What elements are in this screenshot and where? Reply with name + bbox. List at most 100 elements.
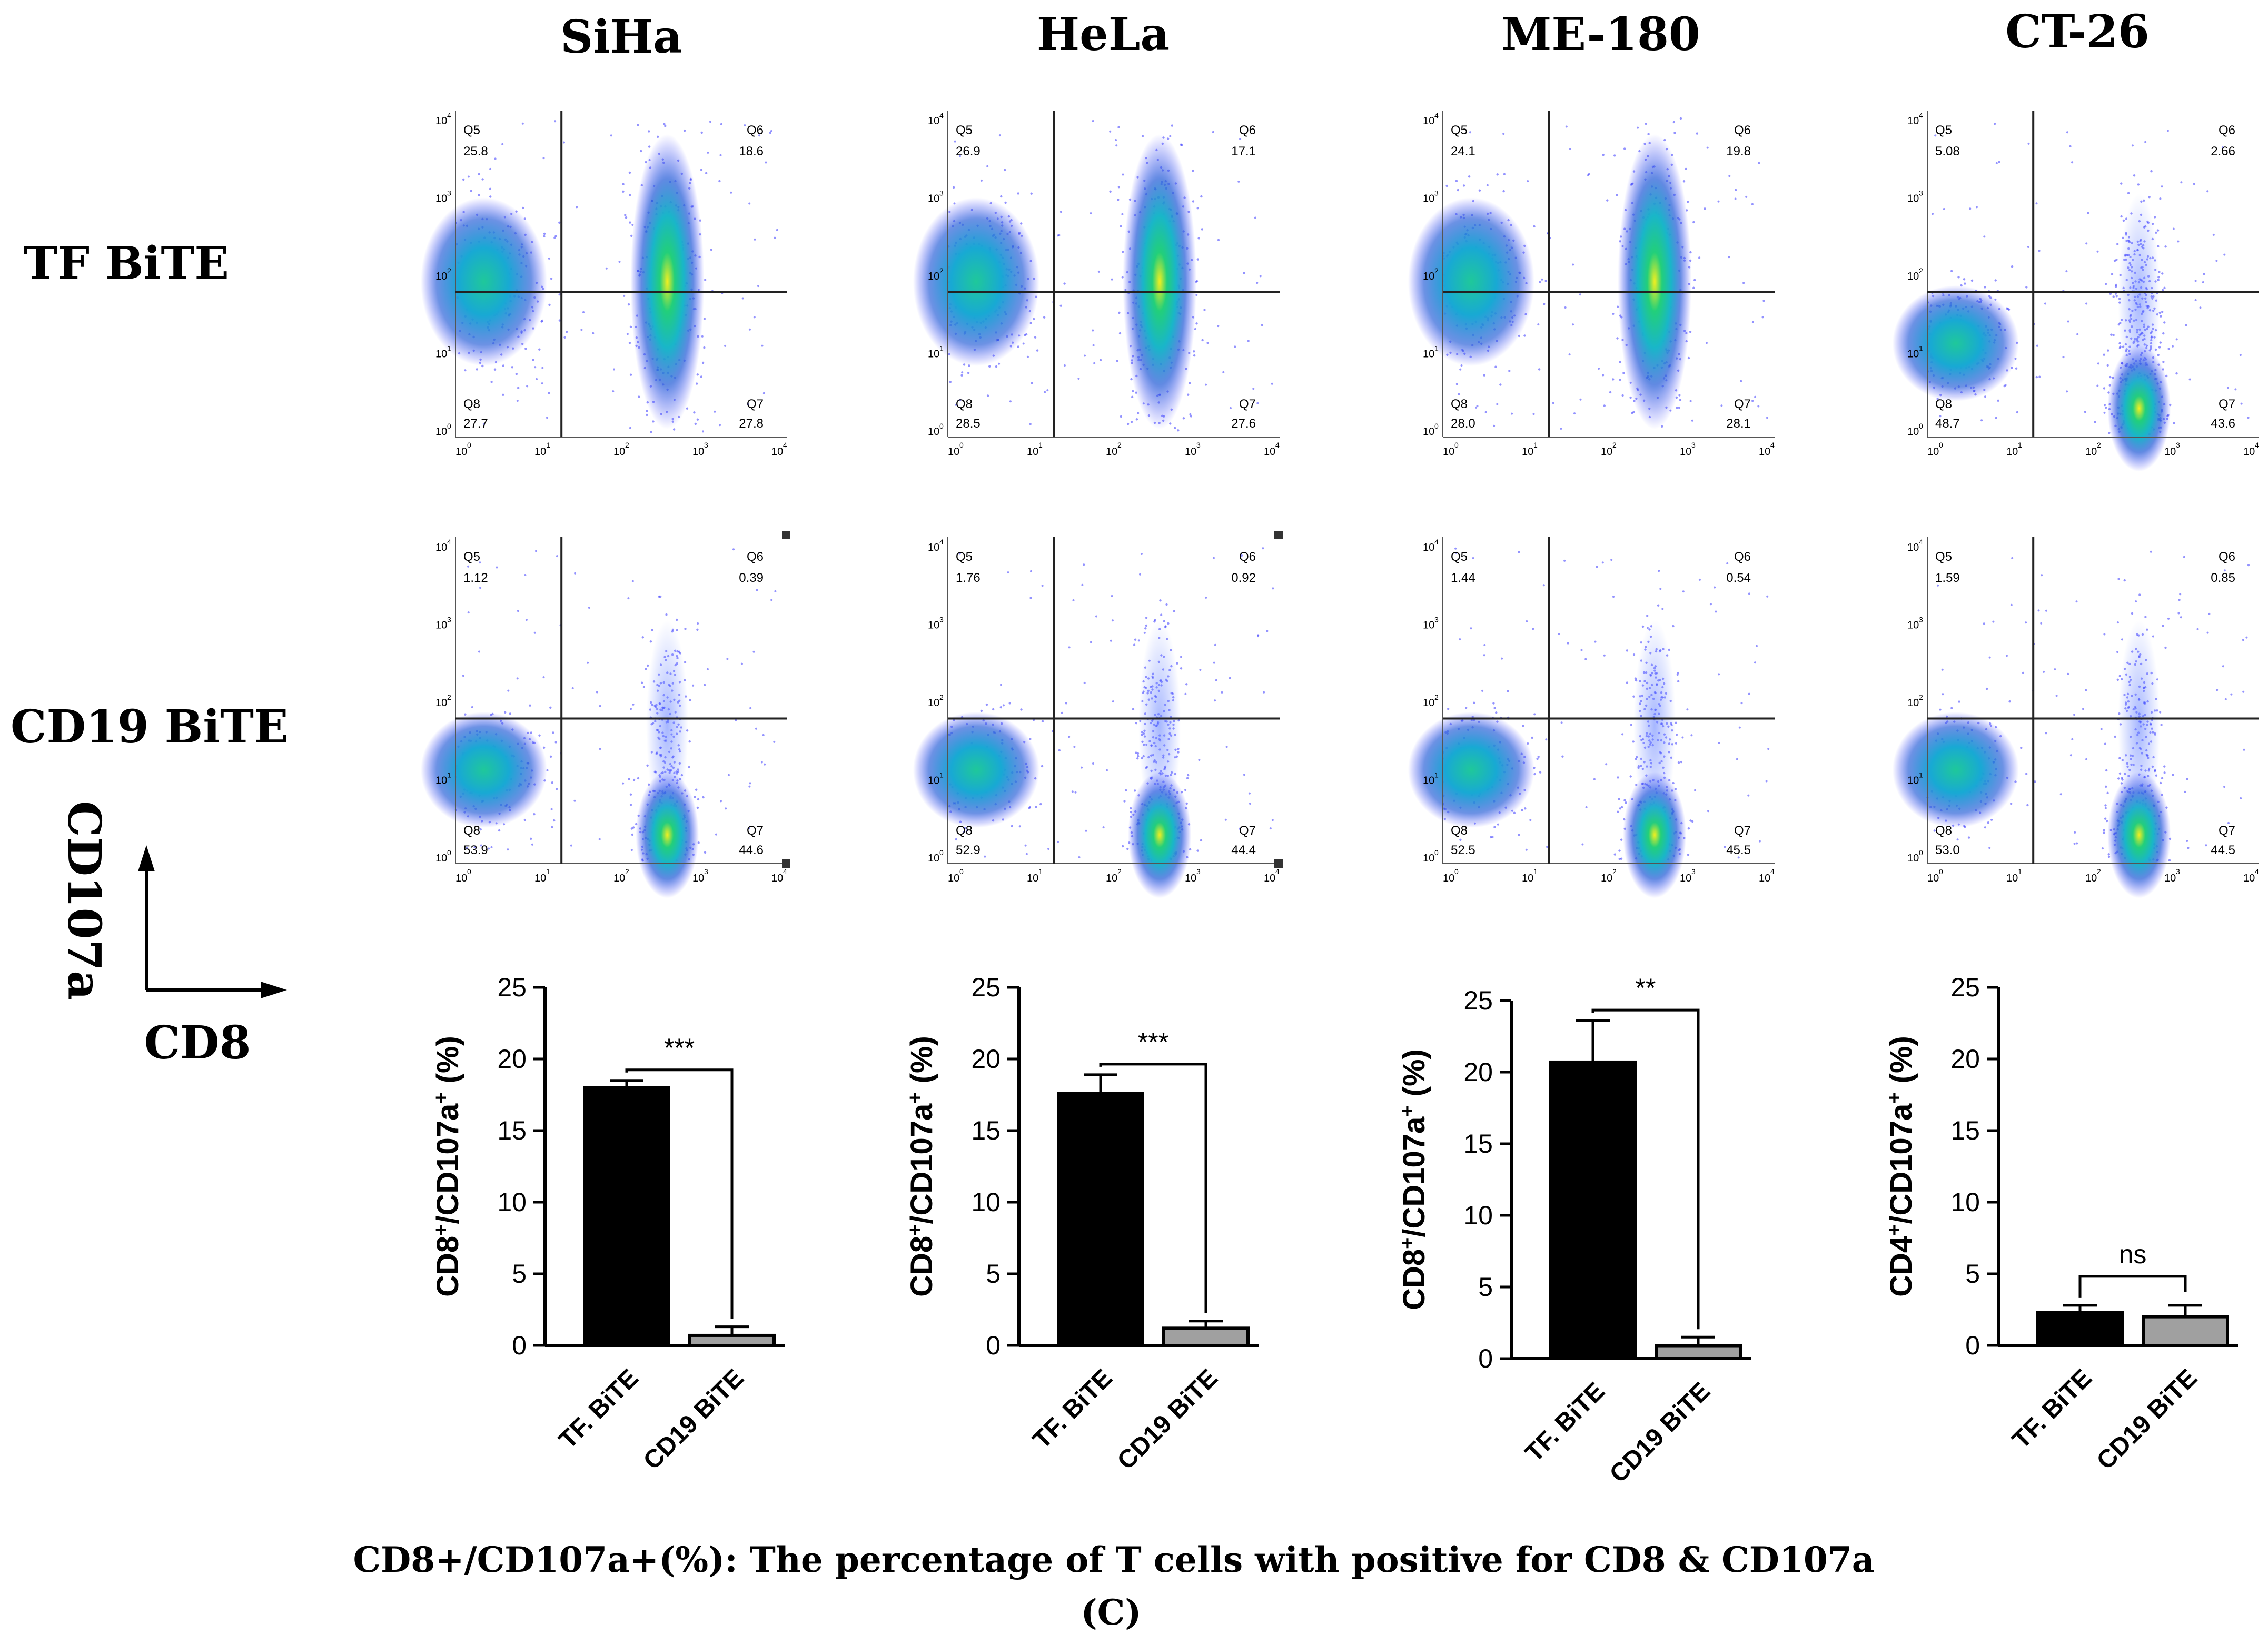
flow-x-tick-exponent: 0 xyxy=(1454,867,1459,876)
flow-density-cloud xyxy=(2107,345,2171,472)
quadrant-value-q6: 17.1 xyxy=(1231,144,1256,159)
flow-density-cloud xyxy=(420,712,547,828)
flow-y-tick-exponent: 2 xyxy=(939,266,944,275)
quadrant-value-q7: 44.5 xyxy=(2211,843,2235,857)
significance-bracket xyxy=(625,1068,734,1319)
bar-y-tick-label: 15 xyxy=(497,1116,527,1145)
flow-x-tick-label: 10 xyxy=(1680,446,1691,458)
bar-category-label: CD19 BiTE xyxy=(1605,1377,1716,1488)
flow-x-tick-exponent: 1 xyxy=(546,441,550,449)
bar-y-tick-label: 25 xyxy=(971,973,1001,1002)
quadrant-label-q5: Q5 xyxy=(1935,550,1952,564)
bar-y-tick-label: 10 xyxy=(1463,1201,1493,1230)
flow-y-tick-label: 10 xyxy=(1907,853,1919,864)
flow-y-tick-exponent: 4 xyxy=(939,538,944,546)
quadrant-value-q7: 27.6 xyxy=(1231,417,1256,431)
indicator-y-label: CD107a xyxy=(57,801,111,1000)
flow-y-tick-label: 10 xyxy=(928,426,939,438)
bar-y-tick-label: 15 xyxy=(971,1116,1001,1145)
flow-y-tick-exponent: 4 xyxy=(447,111,451,120)
flow-x-tick-label: 10 xyxy=(1264,446,1275,458)
flow-y-tick-exponent: 3 xyxy=(939,616,944,624)
flow-y-tick-exponent: 1 xyxy=(1919,771,1923,779)
quadrant-value-q5: 1.59 xyxy=(1935,571,1960,585)
flow-x-tick-exponent: 0 xyxy=(467,867,471,876)
bar-y-tick-label: 5 xyxy=(1478,1272,1493,1302)
quadrant-value-q7: 28.1 xyxy=(1726,417,1751,431)
flow-x-tick-exponent: 4 xyxy=(783,867,787,876)
quadrant-label-q8: Q8 xyxy=(1935,824,1952,838)
flow-x-tick-label: 10 xyxy=(455,446,467,458)
flow-density-cloud xyxy=(913,712,1039,828)
flow-y-tick-label: 10 xyxy=(435,620,447,631)
quadrant-label-q6: Q6 xyxy=(747,550,764,564)
flow-x-tick-label: 10 xyxy=(2006,446,2018,458)
flow-y-tick-label: 10 xyxy=(1423,349,1434,360)
flow-y-tick-label: 10 xyxy=(1907,697,1919,709)
quadrant-label-q7: Q7 xyxy=(2219,397,2235,411)
quadrant-label-q5: Q5 xyxy=(1451,550,1468,564)
quadrant-label-q8: Q8 xyxy=(956,397,973,411)
flow-x-tick-label: 10 xyxy=(771,446,783,458)
flow-y-tick-label: 10 xyxy=(435,853,447,864)
quadrant-label-q6: Q6 xyxy=(1734,550,1751,564)
flow-x-tick-exponent: 1 xyxy=(1038,441,1043,449)
flow-y-tick-exponent: 0 xyxy=(447,422,451,430)
flow-y-tick-label: 10 xyxy=(435,775,447,787)
quadrant-value-q8: 53.0 xyxy=(1935,843,1960,857)
flow-x-tick-label: 10 xyxy=(1106,873,1117,884)
quadrant-value-q5: 25.8 xyxy=(463,144,488,159)
panel-label: (C) xyxy=(1081,1592,1142,1633)
flow-y-tick-exponent: 2 xyxy=(1919,266,1923,275)
bar-category-label: CD19 BiTE xyxy=(638,1364,749,1475)
flow-x-tick-exponent: 2 xyxy=(2097,867,2101,876)
flow-x-tick-exponent: 3 xyxy=(1691,441,1696,449)
significance-label: ** xyxy=(1636,973,1656,1003)
flow-x-tick-exponent: 1 xyxy=(546,867,550,876)
axis-indicator: CD107a CD8 xyxy=(57,801,287,1069)
flow-x-tick-exponent: 1 xyxy=(1533,441,1538,449)
flow-y-tick-exponent: 2 xyxy=(1434,693,1439,701)
quadrant-value-q8: 28.0 xyxy=(1451,417,1475,431)
quadrant-value-q7: 27.8 xyxy=(739,417,764,431)
quadrant-value-q8: 52.5 xyxy=(1451,843,1475,857)
flow-x-tick-label: 10 xyxy=(534,873,546,884)
flow-density-cloud xyxy=(1623,771,1687,898)
column-title-ct26: CT-26 xyxy=(2005,5,2150,58)
flow-y-tick-exponent: 3 xyxy=(1434,616,1439,624)
flow-density-cloud xyxy=(636,771,699,898)
quadrant-label-q8: Q8 xyxy=(463,824,480,838)
flow-y-tick-exponent: 4 xyxy=(1434,111,1439,120)
flow-x-tick-exponent: 2 xyxy=(1117,867,1122,876)
bar-tf-bite xyxy=(1549,1060,1637,1360)
bar-category-label: TF. BiTE xyxy=(553,1364,643,1454)
bar-y-tick-label: 0 xyxy=(1478,1344,1493,1373)
quadrant-value-q6: 18.6 xyxy=(739,144,764,159)
flow-y-tick-label: 10 xyxy=(928,115,939,127)
bar-y-tick-label: 5 xyxy=(1965,1259,1980,1289)
quadrant-value-q7: 44.6 xyxy=(739,843,764,857)
flow-x-tick-label: 10 xyxy=(1601,873,1612,884)
quadrant-value-q6: 0.39 xyxy=(739,571,764,585)
flow-x-tick-label: 10 xyxy=(1106,446,1117,458)
flow-density-cloud xyxy=(2118,620,2161,831)
quadrant-label-q5: Q5 xyxy=(463,123,480,137)
flow-density-cloud xyxy=(1633,620,1676,831)
quadrant-value-q8: 52.9 xyxy=(956,843,981,857)
flow-y-tick-exponent: 2 xyxy=(939,693,944,701)
quadrant-label-q6: Q6 xyxy=(747,123,764,137)
bar-y-tick-label: 10 xyxy=(1950,1187,1980,1217)
flow-y-tick-exponent: 1 xyxy=(1434,771,1439,779)
flow-y-tick-label: 10 xyxy=(1423,542,1434,553)
flow-y-tick-exponent: 0 xyxy=(939,848,944,857)
flow-y-tick-exponent: 1 xyxy=(1919,344,1923,353)
flow-x-tick-exponent: 3 xyxy=(1196,867,1201,876)
bar-category-label: TF. BiTE xyxy=(1520,1377,1610,1467)
flow-y-tick-exponent: 0 xyxy=(1434,848,1439,857)
